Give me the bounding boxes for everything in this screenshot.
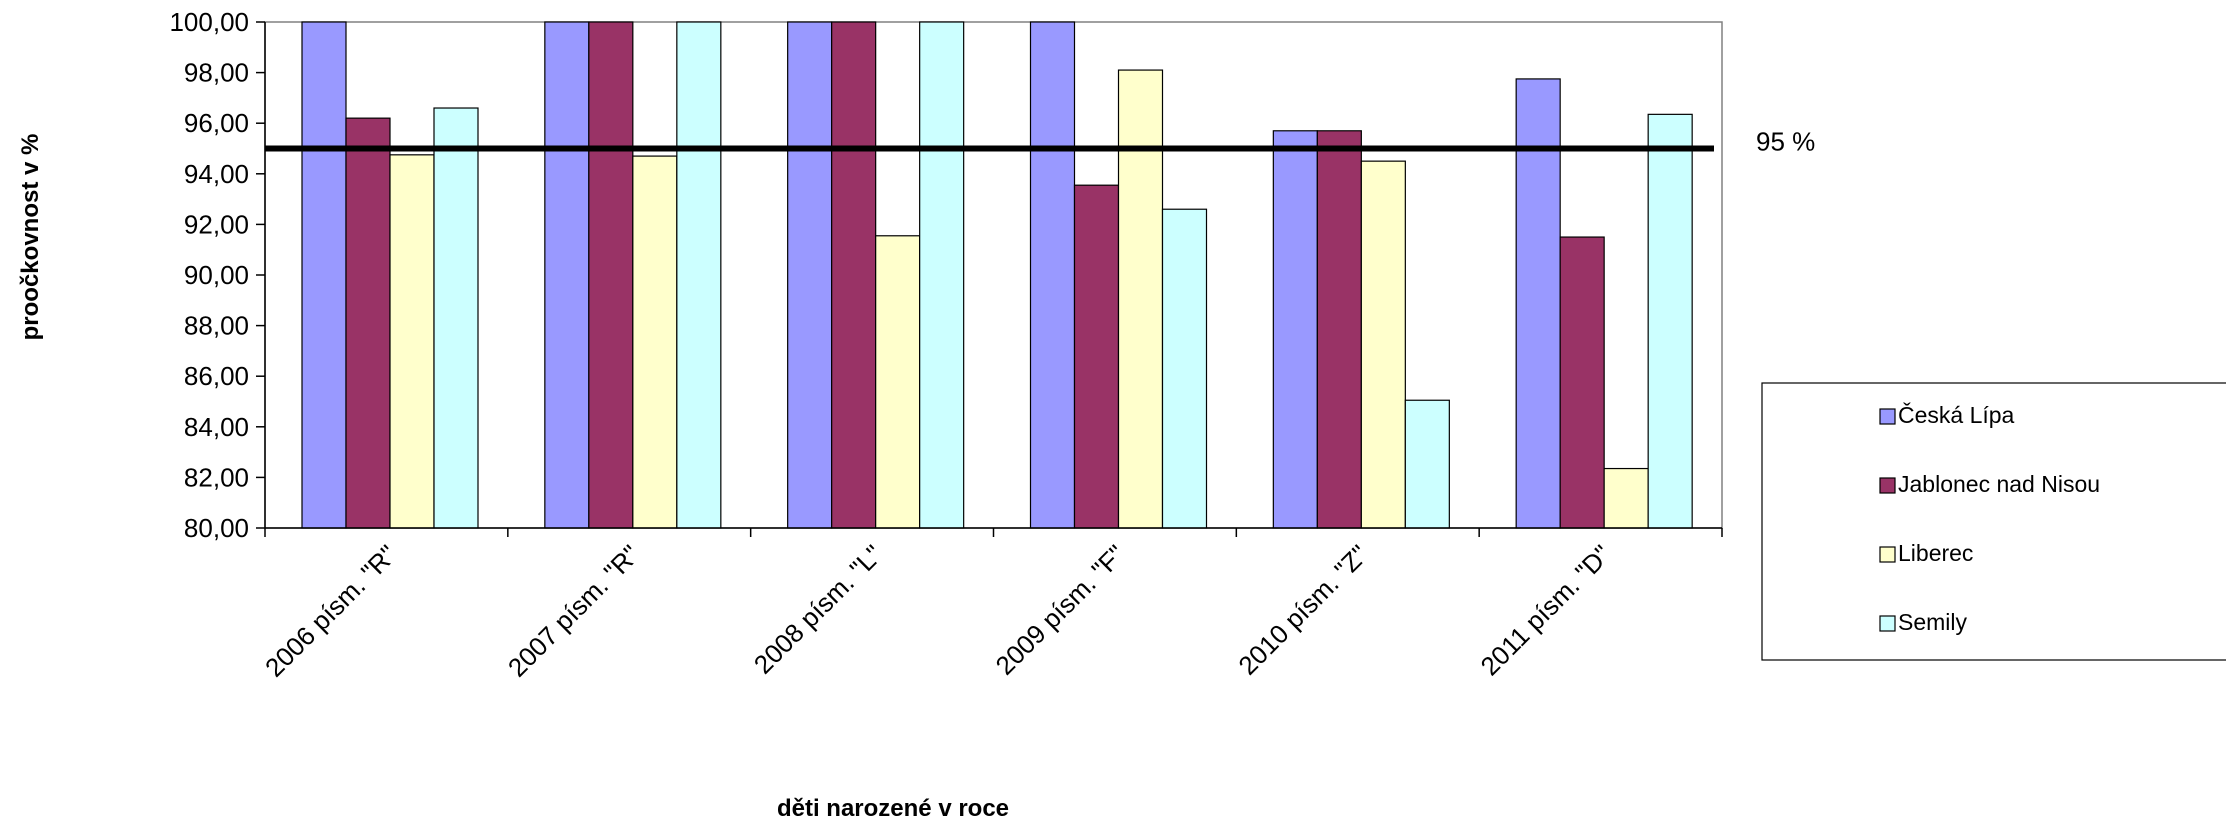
bar--esk-l-pa-0 xyxy=(301,21,347,529)
bar-semily-3 xyxy=(1161,208,1208,529)
bar--esk-l-pa-3 xyxy=(1029,21,1076,529)
legend-swatch xyxy=(1879,408,1896,425)
x-tick-label: 2010 písm. "Z" xyxy=(1232,539,1374,681)
bar-jablonec-nad-nisou-0 xyxy=(345,117,391,529)
bar-jablonec-nad-nisou-1 xyxy=(588,21,634,529)
x-tick-label: 2011 písm. "D" xyxy=(1475,539,1617,681)
bar-liberec-2 xyxy=(875,235,921,529)
y-ticks: 80,00 82,00 84,00 86,00 88,00 90,00 92,00 94,00… xyxy=(169,7,265,543)
x-tick-label: 2006 písm. "R" xyxy=(259,539,403,683)
legend-label: Jablonec nad Nisou xyxy=(1898,471,2100,497)
y-tick-label: 94,00 xyxy=(184,159,249,189)
bar--esk-l-pa-2 xyxy=(787,21,833,529)
y-tick-label: 84,00 xyxy=(184,412,249,442)
bar-liberec-5 xyxy=(1603,467,1649,529)
legend-swatch xyxy=(1879,477,1896,494)
bar--esk-l-pa-1 xyxy=(544,21,590,529)
y-tick-label: 92,00 xyxy=(184,209,249,239)
bar-jablonec-nad-nisou-2 xyxy=(831,21,877,529)
bar-jablonec-nad-nisou-5 xyxy=(1559,236,1605,529)
reference-line-label: 95 % xyxy=(1756,127,1815,157)
bar-semily-0 xyxy=(433,107,479,529)
bar-liberec-3 xyxy=(1117,69,1164,529)
x-axis-title: děti narozené v roce xyxy=(777,795,1009,820)
y-tick-label: 88,00 xyxy=(184,311,249,341)
bar-liberec-0 xyxy=(389,154,435,529)
legend-swatch xyxy=(1879,546,1896,563)
legend-label: Česká Lípa xyxy=(1898,401,2015,428)
bar-jablonec-nad-nisou-3 xyxy=(1073,184,1120,529)
y-tick-label: 80,00 xyxy=(184,513,249,543)
bar-semily-1 xyxy=(676,21,722,529)
legend: Česká Lípa Jablonec nad Nisou Liberec Semil… xyxy=(1761,382,2226,661)
bars-layer xyxy=(301,21,1693,529)
y-tick-label: 96,00 xyxy=(184,108,249,138)
bar-semily-2 xyxy=(919,21,965,529)
plot-frame xyxy=(264,21,1723,529)
y-tick-label: 90,00 xyxy=(184,260,249,290)
bar-liberec-1 xyxy=(632,155,678,529)
legend-label: Liberec xyxy=(1898,540,1973,566)
plot-area xyxy=(264,21,1723,529)
y-tick-label: 82,00 xyxy=(184,462,249,492)
x-ticks: 2006 písm. "R" 2007 písm. "R" 2008 písm. "… xyxy=(259,528,1723,683)
legend-swatch xyxy=(1879,615,1896,632)
x-tick-label: 2008 písm. "L" xyxy=(748,539,889,680)
bar--esk-l-pa-5 xyxy=(1515,78,1561,529)
reference-layer: 95 % xyxy=(265,127,1815,157)
y-tick-label: 86,00 xyxy=(184,361,249,391)
x-tick-label: 2009 písm. "F" xyxy=(990,539,1132,681)
bar-liberec-4 xyxy=(1360,160,1406,529)
legend-box xyxy=(1761,382,2226,661)
bar-semily-5 xyxy=(1647,113,1693,529)
bar--esk-l-pa-4 xyxy=(1272,130,1318,529)
y-tick-label: 100,00 xyxy=(169,7,249,37)
bar-semily-4 xyxy=(1404,399,1450,529)
x-tick-label: 2007 písm. "R" xyxy=(502,539,646,683)
legend-label: Semily xyxy=(1898,609,1968,635)
y-axis-title: proočkovnost v % xyxy=(17,134,44,341)
bar-jablonec-nad-nisou-4 xyxy=(1316,130,1362,529)
y-tick-label: 98,00 xyxy=(184,58,249,88)
